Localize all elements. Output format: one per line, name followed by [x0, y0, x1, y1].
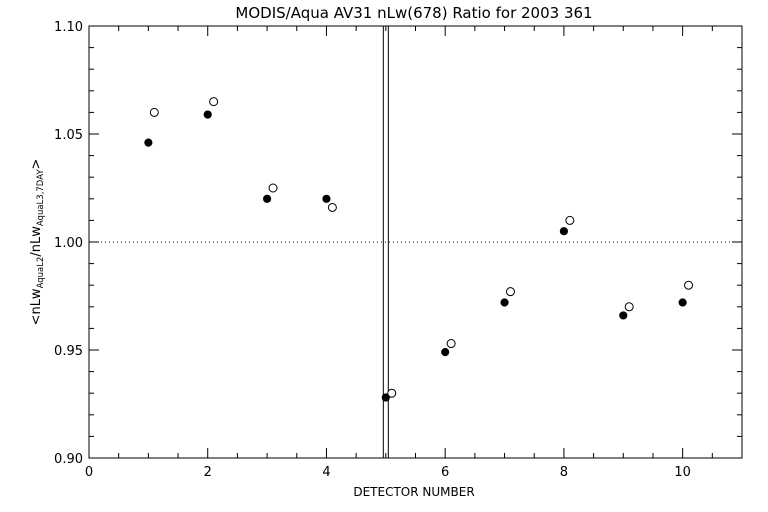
y-label-lt: < [29, 315, 44, 326]
filled-point-9 [619, 311, 628, 320]
data-points [144, 97, 694, 402]
y-label-subscript-2: AquaL3,7DAY [36, 169, 46, 226]
open-point-8 [565, 215, 575, 225]
open-point-9 [624, 302, 634, 312]
x-tick-label: 8 [560, 465, 568, 480]
filled-point-7 [500, 298, 509, 307]
x-tick-label: 6 [441, 465, 449, 480]
open-point-1 [149, 107, 159, 117]
y-tick-label: 1.05 [54, 128, 83, 143]
filled-point-10 [678, 298, 687, 307]
open-point-6 [446, 339, 456, 349]
chart-title: MODIS/Aqua AV31 nLw(678) Ratio for 2003 … [235, 4, 592, 22]
reference-lines [89, 26, 742, 458]
y-label-nlw-1: nLw [29, 288, 44, 314]
open-point-7 [505, 287, 515, 297]
x-tick-label: 2 [204, 465, 212, 480]
open-point-10 [684, 280, 694, 290]
open-point-4 [327, 202, 337, 212]
y-label-gt: > [29, 159, 44, 170]
filled-point-2 [203, 110, 212, 119]
y-tick-label: 1.00 [54, 236, 83, 251]
y-label-subscript-1: AquaL2 [36, 257, 46, 289]
filled-point-1 [144, 138, 153, 147]
axes-layer: 0 2 4 6 8 10 0.90 0.95 1.00 1.05 1.10 [54, 20, 743, 480]
y-tick-label: 0.95 [54, 344, 83, 359]
x-tick-label: 10 [674, 465, 691, 480]
filled-point-4 [322, 194, 331, 203]
y-label-slash: / [29, 252, 44, 257]
filled-point-6 [441, 348, 450, 357]
open-point-5 [387, 388, 397, 398]
y-axis-label-text: <nLwAquaL2/nLwAquaL3,7DAY> [29, 159, 46, 326]
filled-point-5 [381, 393, 390, 402]
y-label-nlw-2: nLw [29, 226, 44, 252]
x-axis-label: DETECTOR NUMBER [353, 485, 474, 499]
open-point-2 [209, 97, 219, 107]
y-axis-label: <nLwAquaL2/nLwAquaL3,7DAY> [29, 159, 46, 326]
filled-point-3 [262, 194, 272, 203]
y-tick-label: 1.10 [54, 20, 83, 35]
filled-point-8 [559, 227, 569, 236]
open-point-3 [268, 183, 278, 193]
plot-frame [88, 25, 743, 459]
y-tick-label: 0.90 [54, 452, 83, 467]
x-tick-label: 0 [85, 465, 93, 480]
x-tick-label: 4 [322, 465, 330, 480]
